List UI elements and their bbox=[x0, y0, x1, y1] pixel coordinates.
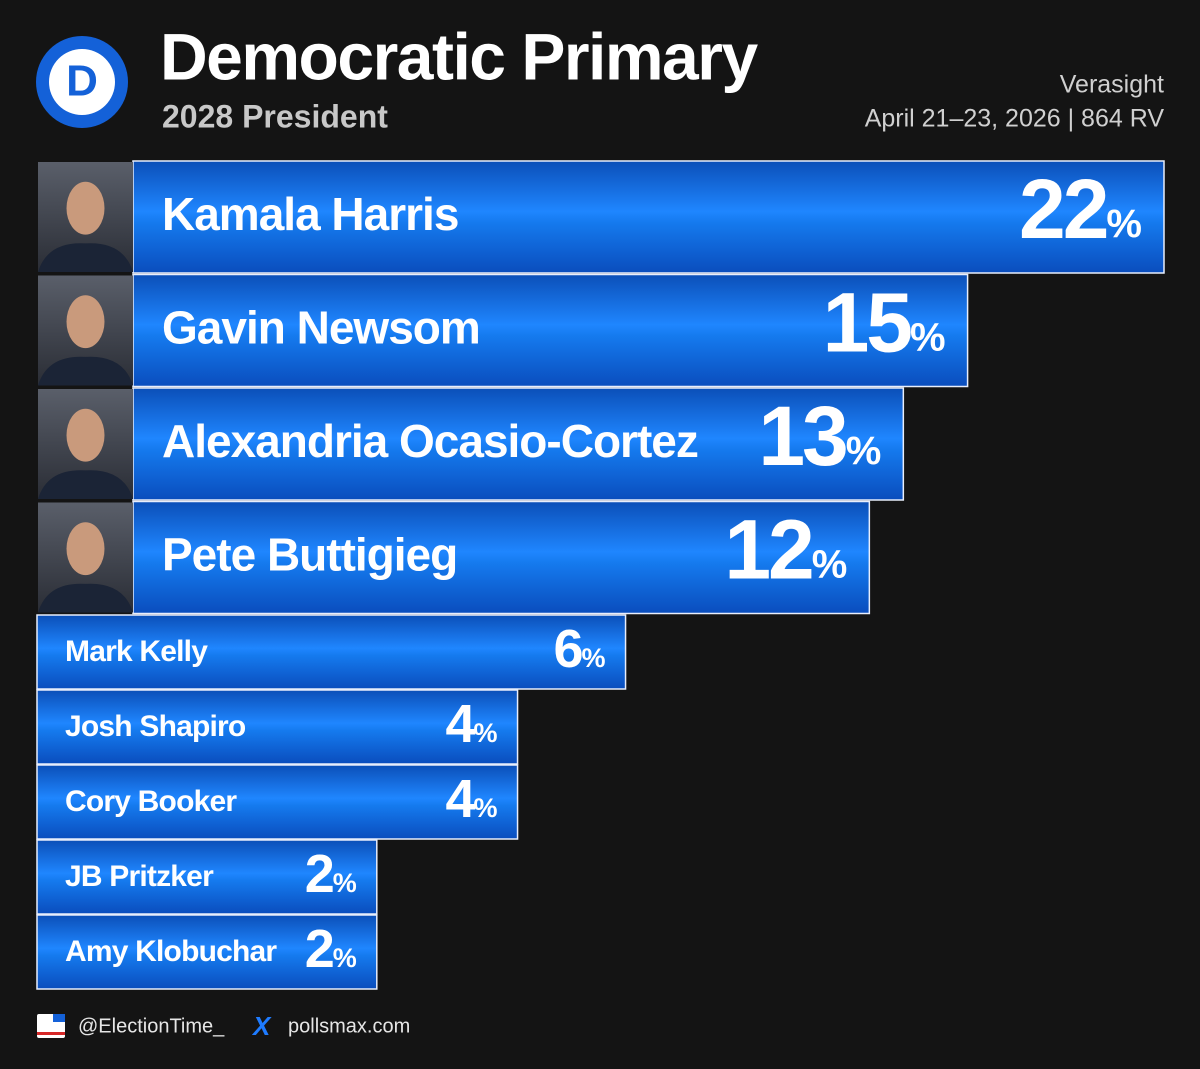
photo-head bbox=[66, 295, 105, 349]
candidate-name: JB Pritzker bbox=[65, 860, 214, 893]
value-label: 12% bbox=[724, 503, 847, 597]
photo-shoulders bbox=[38, 470, 133, 499]
photo-head bbox=[66, 181, 105, 235]
value-label: 2% bbox=[305, 844, 357, 904]
photo-shoulders bbox=[38, 243, 133, 272]
photo-head bbox=[66, 408, 105, 462]
value-label: 4% bbox=[445, 694, 497, 754]
value-label: 6% bbox=[553, 619, 605, 679]
bar bbox=[36, 914, 378, 990]
logo-letter: D bbox=[66, 57, 98, 106]
candidate-name: Pete Buttigieg bbox=[162, 529, 457, 581]
candidate-name: Cory Booker bbox=[65, 785, 237, 818]
candidate-photo bbox=[38, 389, 133, 499]
chart-title: Democratic Primary bbox=[160, 19, 758, 93]
footer-handle: @ElectionTime_ bbox=[78, 1015, 225, 1037]
value-label: 2% bbox=[305, 919, 357, 979]
bar bbox=[36, 689, 519, 765]
value-label: 13% bbox=[758, 389, 881, 483]
candidate-name: Gavin Newsom bbox=[162, 302, 480, 354]
footer-site: pollsmax.com bbox=[288, 1015, 410, 1037]
candidate-name: Kamala Harris bbox=[162, 188, 458, 240]
footer-x-logo: X bbox=[251, 1011, 272, 1041]
poll-source: Verasight bbox=[1060, 71, 1164, 99]
candidate-name: Josh Shapiro bbox=[65, 710, 246, 743]
chart-subtitle: 2028 President bbox=[162, 98, 388, 134]
value-label: 15% bbox=[823, 276, 946, 370]
footer-logo-et bbox=[37, 1014, 65, 1038]
candidate-photo bbox=[38, 162, 133, 272]
candidate-photo bbox=[38, 502, 133, 613]
value-label: 4% bbox=[445, 769, 497, 829]
bar bbox=[132, 273, 969, 388]
poll-dates: April 21–23, 2026 | 864 RV bbox=[865, 105, 1165, 133]
candidate-photo bbox=[38, 275, 133, 386]
bar bbox=[36, 614, 627, 690]
photo-shoulders bbox=[38, 356, 133, 386]
bar bbox=[36, 764, 519, 840]
candidate-name: Alexandria Ocasio-Cortez bbox=[162, 415, 698, 467]
bar bbox=[36, 839, 378, 915]
candidate-name: Amy Klobuchar bbox=[65, 935, 277, 968]
photo-shoulders bbox=[38, 583, 133, 613]
candidate-name: Mark Kelly bbox=[65, 635, 208, 668]
bar bbox=[132, 387, 905, 501]
value-label: 22% bbox=[1019, 162, 1142, 256]
photo-head bbox=[66, 522, 105, 576]
party-logo: D bbox=[36, 36, 128, 128]
